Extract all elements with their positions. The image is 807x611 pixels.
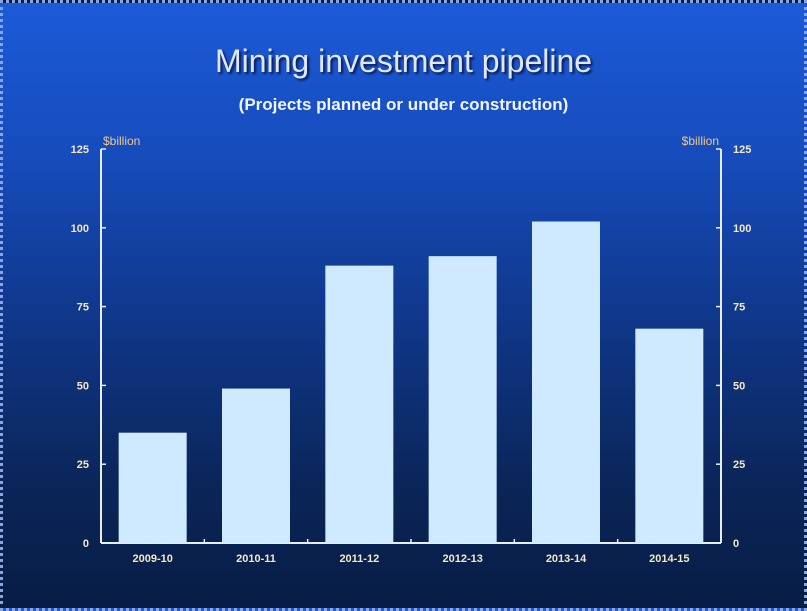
left-tick-label: 75	[77, 302, 89, 314]
right-axis-unit: $billion	[682, 134, 719, 148]
bar-2010-11	[222, 388, 290, 543]
right-tick-label: 100	[733, 223, 751, 235]
bar-2013-14	[532, 221, 600, 543]
x-tick-label: 2014-15	[649, 553, 689, 565]
left-tick-label: 50	[77, 380, 89, 392]
right-tick-label: 75	[733, 302, 745, 314]
left-axis-unit: $billion	[103, 134, 140, 148]
right-tick-label: 50	[733, 380, 745, 392]
x-tick-label: 2011-12	[339, 553, 379, 565]
chart-title: Mining investment pipeline	[214, 43, 593, 79]
x-tick-label: 2012-13	[442, 553, 482, 565]
bar-2012-13	[428, 256, 497, 543]
left-tick-label: 0	[83, 538, 89, 550]
bar-2011-12	[325, 265, 394, 543]
bar-chart: $billion $billion 0 0 25 25 50 50 75 75 100 100 12…	[71, 134, 752, 565]
right-tick-label: 0	[733, 538, 739, 550]
bar-2009-10	[118, 432, 187, 543]
x-tick-label: 2009-10	[132, 553, 172, 565]
bar-2014-15	[635, 328, 704, 543]
right-tick-label: 25	[733, 459, 745, 471]
x-tick-label: 2010-11	[236, 553, 276, 565]
right-tick-label: 125	[733, 144, 751, 156]
chart-subtitle: (Projects planned or under construction)	[238, 95, 569, 114]
left-tick-label: 25	[77, 459, 89, 471]
left-tick-label: 125	[71, 144, 89, 156]
left-tick-label: 100	[71, 223, 89, 235]
x-tick-label: 2013-14	[546, 553, 587, 565]
